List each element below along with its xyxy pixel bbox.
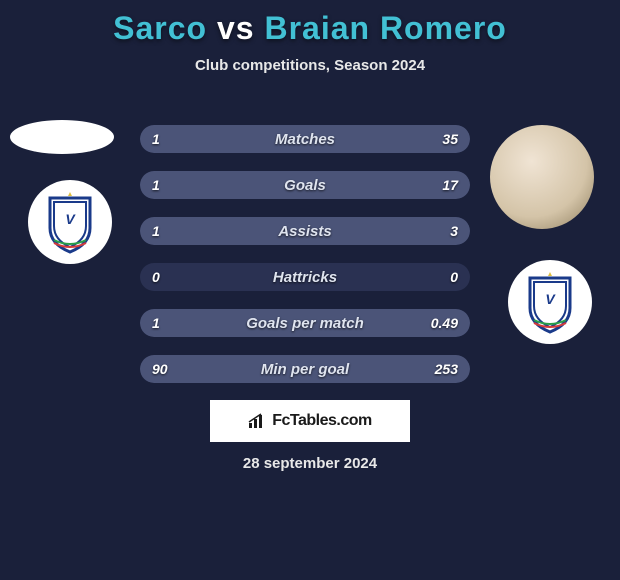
- player1-name: Sarco: [113, 10, 207, 46]
- club-shield-icon: V: [522, 270, 578, 334]
- stat-label: Matches: [140, 125, 470, 153]
- date-text: 28 september 2024: [0, 455, 620, 472]
- vs-text: vs: [217, 10, 255, 46]
- player1-club-badge: V: [28, 180, 112, 264]
- fctables-brand: FcTables.com: [210, 400, 410, 442]
- stat-label: Min per goal: [140, 355, 470, 383]
- stat-label: Goals per match: [140, 309, 470, 337]
- player2-club-badge: V: [508, 260, 592, 344]
- player2-avatar: [490, 125, 594, 229]
- stat-row: 135Matches: [140, 125, 470, 153]
- stat-row: 10.49Goals per match: [140, 309, 470, 337]
- stats-bars: 135Matches 117Goals 13Assists 00Hattricks 10…: [140, 125, 470, 401]
- fctables-text: FcTables.com: [272, 412, 372, 430]
- stat-label: Assists: [140, 217, 470, 245]
- player1-avatar: [10, 120, 114, 154]
- comparison-title: Sarco vs Braian Romero: [0, 0, 620, 47]
- stat-row: 00Hattricks: [140, 263, 470, 291]
- stat-label: Hattricks: [140, 263, 470, 291]
- stat-row: 13Assists: [140, 217, 470, 245]
- player2-name: Braian Romero: [264, 10, 506, 46]
- stat-row: 90253Min per goal: [140, 355, 470, 383]
- stat-label: Goals: [140, 171, 470, 199]
- subtitle: Club competitions, Season 2024: [0, 57, 620, 74]
- club-shield-icon: V: [42, 190, 98, 254]
- fctables-icon: [248, 413, 266, 429]
- stat-row: 117Goals: [140, 171, 470, 199]
